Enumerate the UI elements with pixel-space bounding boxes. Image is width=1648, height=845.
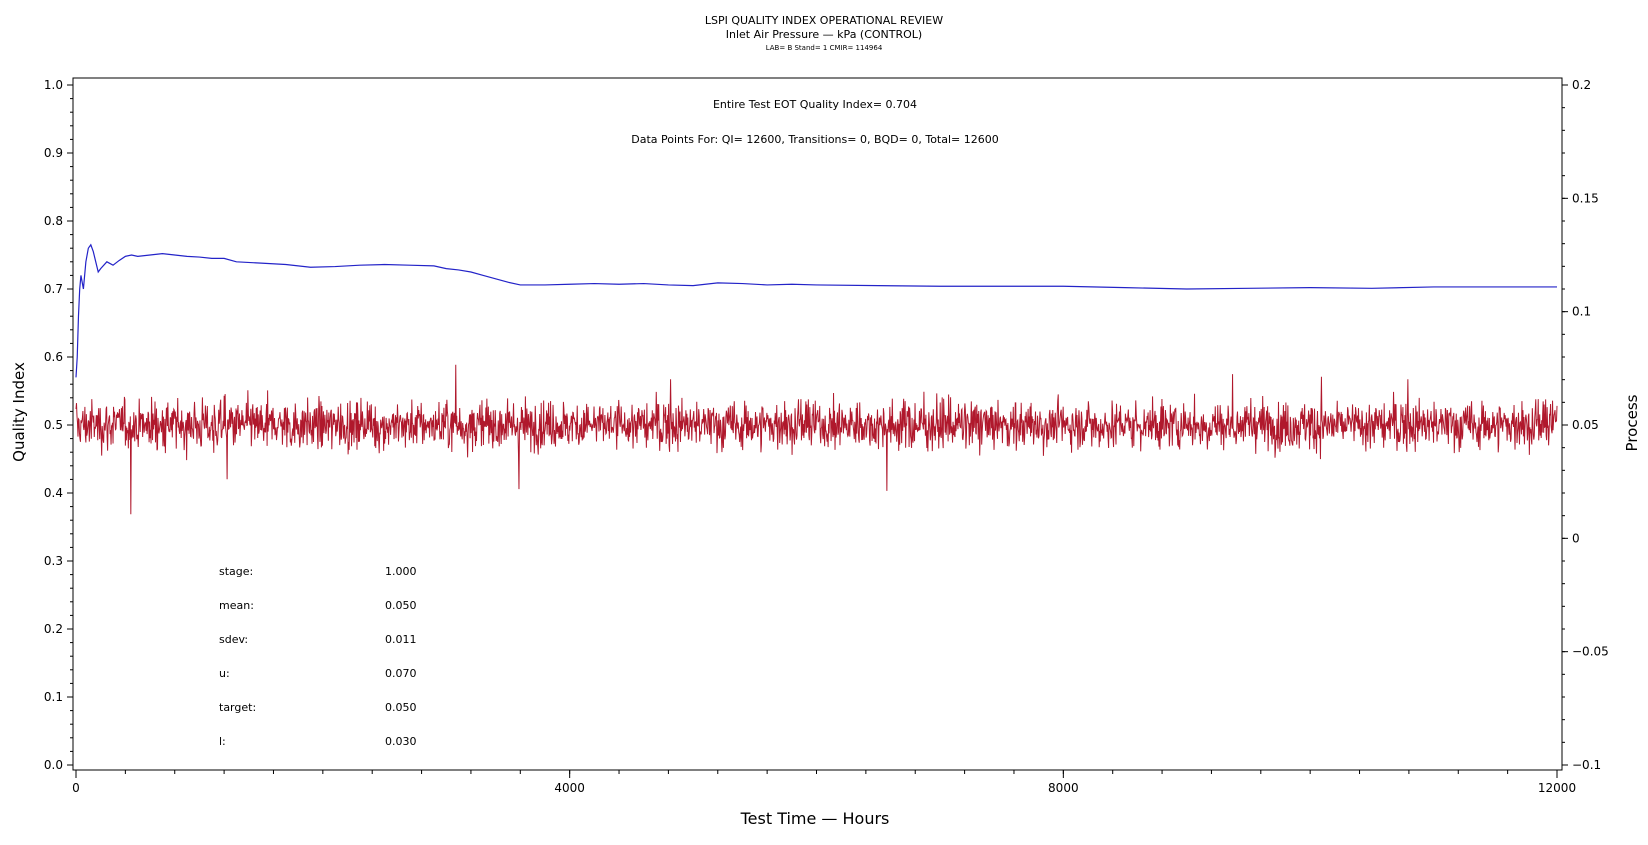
x-tick-label: 0: [72, 781, 80, 795]
y-tick-label: 1.0: [44, 78, 63, 92]
y2-tick-label: 0.15: [1572, 191, 1599, 205]
stat-label: l:: [219, 735, 226, 748]
y-tick-label: 0.0: [44, 758, 63, 772]
chart-subtitle: Inlet Air Pressure — kPa (CONTROL): [725, 28, 923, 41]
y2-tick-label: 0.1: [1572, 305, 1591, 319]
stat-label: stage:: [219, 565, 253, 578]
process-series-layer: [75, 364, 1558, 515]
y-tick-label: 0.9: [44, 146, 63, 160]
axes-layer: 0.0 0.1 0.2 0.3 0.4 0.5 0.6 0.7 0.8 0.9 1.0 −0.1 −0.…: [44, 77, 1609, 795]
stat-label: mean:: [219, 599, 254, 612]
stat-label: target:: [219, 701, 256, 714]
chart-subsubtitle: LAB= B Stand= 1 CMIR= 114964: [765, 44, 883, 52]
quality-index-series-line: [75, 243, 1557, 378]
x-axis-label: Test Time — Hours: [740, 809, 890, 828]
y2-tick-label: 0.05: [1572, 418, 1599, 432]
y2-tick-label: −0.05: [1572, 645, 1609, 659]
stat-value: 0.011: [385, 633, 417, 646]
stats-table: stage: 1.000 mean: 0.050 sdev: 0.011 u: 0.070 ta…: [219, 565, 417, 748]
stat-value: 1.000: [385, 565, 417, 578]
process-series-line: [75, 364, 1558, 515]
y-tick-label: 0.7: [44, 282, 63, 296]
y-tick-label: 0.2: [44, 622, 63, 636]
plot-frame: [72, 77, 1563, 771]
y2-tick-label: 0: [1572, 531, 1580, 545]
eot-quality-index-annotation: Entire Test EOT Quality Index= 0.704: [713, 98, 917, 111]
stat-value: 0.050: [385, 701, 417, 714]
y-tick-label: 0.1: [44, 690, 63, 704]
quality-index-series-layer: [75, 243, 1557, 378]
y-tick-label: 0.3: [44, 554, 63, 568]
y-tick-label: 0.5: [44, 418, 63, 432]
stat-label: u:: [219, 667, 230, 680]
data-points-annotation: Data Points For: QI= 12600, Transitions=…: [631, 133, 999, 146]
chart-title: LSPI QUALITY INDEX OPERATIONAL REVIEW: [704, 14, 944, 27]
x-tick-label: 12000: [1538, 781, 1576, 795]
x-tick-label: 8000: [1048, 781, 1079, 795]
x-tick-label: 4000: [554, 781, 585, 795]
y-tick-label: 0.8: [44, 214, 63, 228]
y2-axis-label: Process: [1623, 394, 1641, 451]
stat-label: sdev:: [219, 633, 248, 646]
y2-tick-label: 0.2: [1572, 78, 1591, 92]
stat-value: 0.050: [385, 599, 417, 612]
y2-tick-label: −0.1: [1572, 758, 1601, 772]
y-tick-label: 0.4: [44, 486, 63, 500]
stat-value: 0.030: [385, 735, 417, 748]
y-axis-label: Quality Index: [10, 362, 28, 462]
annotation-layer: Entire Test EOT Quality Index= 0.704 Dat…: [10, 98, 1641, 828]
y-tick-label: 0.6: [44, 350, 63, 364]
stat-value: 0.070: [385, 667, 417, 680]
